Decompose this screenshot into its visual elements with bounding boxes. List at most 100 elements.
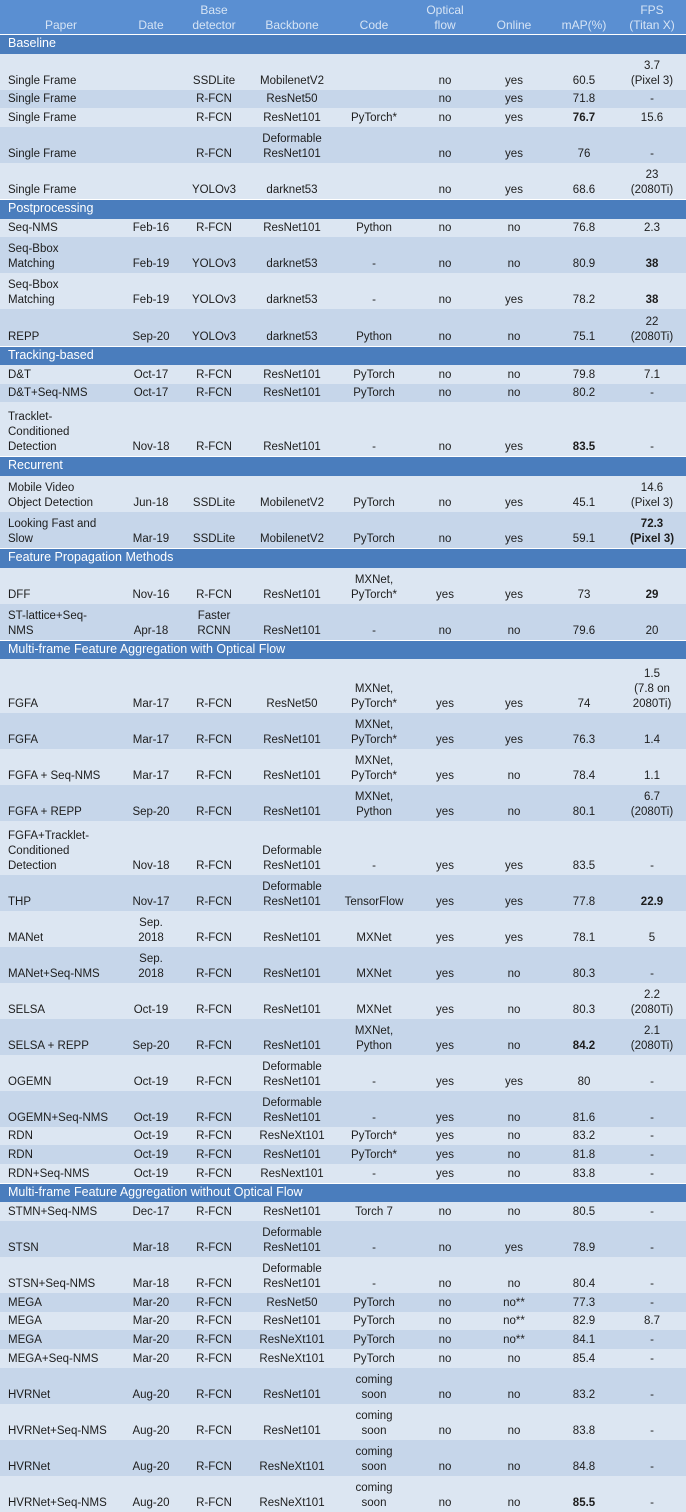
table-cell: Mar-17 [122,748,180,786]
paper-cell: D&T [0,365,122,384]
header-cell: Date [122,0,180,35]
table-cell: R-FCN [180,402,248,457]
table-cell: YOLOv3 [180,273,248,310]
table-cell: Mar-20 [122,1348,180,1368]
paper-cell: Single Frame [0,108,122,127]
table-cell: yes [412,1090,478,1127]
table-cell: 29 [618,567,686,604]
paper-cell: ST-lattice+Seq- NMS [0,603,122,641]
table-cell: 2.2 (2080Ti) [618,982,686,1019]
table-cell: coming soon [336,1475,412,1512]
table-cell: R-FCN [180,126,248,163]
paper-cell: OGEMN+Seq-NMS [0,1090,122,1127]
data-row: OGEMN Oct-19 R-FCN Deformable ResNet101- yes… [0,1054,686,1091]
table-cell: no [478,1202,550,1222]
table-cell: yes [478,659,550,713]
table-cell: ResNet101 [248,946,336,983]
data-row: D&T+Seq-NMS Oct-17 R-FCN ResNet101 PyTorch no… [0,383,686,403]
table-cell: R-FCN [180,1018,248,1055]
table-cell: 78.1 [550,910,618,947]
table-cell: 15.6 [618,108,686,127]
table-cell: Python [336,309,412,347]
table-cell: no [412,1311,478,1331]
table-cell: ResNet101 [248,365,336,384]
section-title: Recurrent [0,456,686,476]
table-cell: R-FCN [180,365,248,384]
table-cell: 82.9 [550,1311,618,1331]
paper-cell: D&T+Seq-NMS [0,383,122,403]
data-row: OGEMN+Seq-NMS Oct-19 R-FCN Deformable ResNe… [0,1090,686,1127]
section-row: Tracking-based [0,345,686,366]
table-cell: Deformable ResNet101 [248,874,336,911]
table-cell: 84.2 [550,1018,618,1055]
data-row: MANet Sep. 2018 R-FCN ResNet101 MXNet yes yes 7… [0,910,686,947]
table-cell: 22 (2080Ti) [618,309,686,347]
table-cell: ResNeXt101 [248,1126,336,1146]
table-cell: yes [412,1054,478,1091]
paper-cell: STMN+Seq-NMS [0,1202,122,1222]
table-cell: no [478,1348,550,1368]
header-cell: Optical flow [412,0,478,35]
table-cell: ResNet101 [248,383,336,403]
table-cell: darknet53 [248,162,336,200]
table-cell [336,89,412,109]
table-cell: R-FCN [180,1164,248,1184]
table-cell: 7.1 [618,365,686,384]
table-cell: no [412,603,478,641]
table-cell: R-FCN [180,1054,248,1091]
table-cell: yes [412,659,478,713]
table-cell: 6.7 (2080Ti) [618,785,686,822]
table-cell [122,162,180,200]
table-cell: PyTorch [336,365,412,384]
table-cell: no [412,89,478,109]
data-row: Seq-NMS Feb-16 R-FCN ResNet101 Python no no 76.… [0,218,686,238]
data-row: STSN+Seq-NMS Mar-18 R-FCN Deformable ResNet… [0,1257,686,1294]
table-cell: yes [412,821,478,875]
paper-cell: Single Frame [0,53,122,90]
table-cell: 79.8 [550,365,618,384]
paper-cell: RDN [0,1126,122,1146]
table-cell: - [336,603,412,641]
table-cell: Python [336,218,412,238]
paper-cell: RDN+Seq-NMS [0,1164,122,1184]
table-cell: ResNet50 [248,659,336,713]
table-cell: MXNet, PyTorch* [336,567,412,604]
table-cell: yes [478,53,550,90]
table-cell: ResNeXt101 [248,1348,336,1368]
table-cell: R-FCN [180,785,248,822]
table-cell: R-FCN [180,1403,248,1440]
table-cell: Aug-20 [122,1403,180,1440]
table-cell: - [618,383,686,403]
table-cell: - [336,1054,412,1091]
table-cell: 84.8 [550,1439,618,1476]
table-cell: no [478,365,550,384]
table-cell: Sep. 2018 [122,946,180,983]
table-cell: PyTorch [336,511,412,549]
paper-cell: HVRNet+Seq-NMS [0,1475,122,1512]
table-cell: - [618,1126,686,1146]
data-row: FGFA Mar-17 R-FCN ResNet50 MXNet, PyTorch* ye… [0,659,686,713]
table-cell: no** [478,1293,550,1312]
section-row: Postprocessing [0,199,686,219]
table-cell: no [412,402,478,457]
table-cell: ResNeXt101 [248,1439,336,1476]
data-row: REPP Sep-20 YOLOv3 darknet53 Python no no 75.1 2… [0,309,686,347]
table-cell: PyTorch [336,1293,412,1312]
header-cell: Code [336,0,412,35]
table-cell: 80.3 [550,946,618,983]
table-cell: ResNet101 [248,402,336,457]
table-cell: Deformable ResNet101 [248,1054,336,1091]
section-row: Baseline [0,33,686,54]
paper-cell: Single Frame [0,89,122,109]
table-cell: R-FCN [180,1257,248,1294]
table-cell: ResNeXt101 [248,1475,336,1512]
table-cell: Deformable ResNet101 [248,1090,336,1127]
table-cell: no [478,785,550,822]
table-cell: coming soon [336,1367,412,1404]
header-cell: Backbone [248,0,336,35]
data-row: HVRNet+Seq-NMS Aug-20 R-FCN ResNet101 coming… [0,1403,686,1440]
table-cell: R-FCN [180,1439,248,1476]
table-cell: R-FCN [180,1145,248,1165]
